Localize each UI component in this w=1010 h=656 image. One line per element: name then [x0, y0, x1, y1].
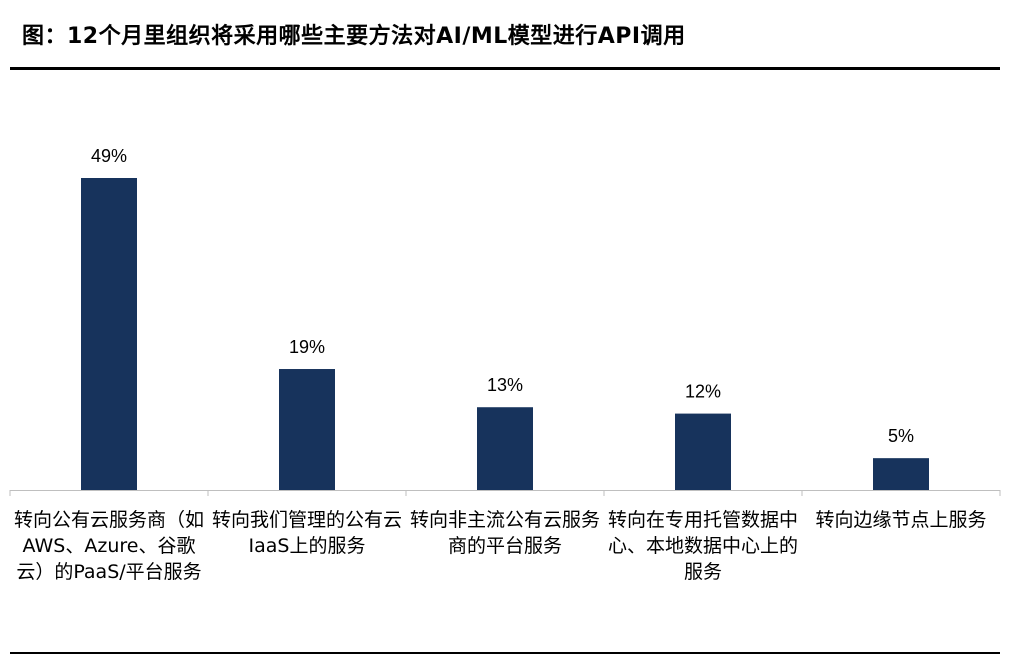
category-label: 转向边缘节点上服务 [815, 509, 987, 531]
title-divider [10, 67, 1000, 70]
bottom-divider [10, 652, 1000, 654]
bar [477, 407, 533, 490]
category-label: 转向公有云服务商（如 AWS、Azure、谷歌云）的PaaS/平台服务 [14, 509, 205, 583]
bar [279, 369, 335, 490]
bar [873, 458, 929, 490]
data-label: 49% [91, 146, 127, 166]
data-label: 13% [487, 375, 523, 395]
data-label: 5% [888, 426, 914, 446]
category-label: 转向非主流公有云服务商的平台服务 [410, 509, 601, 557]
chart-title: 图：12个月里组织将采用哪些主要方法对AI/ML模型进行API调用 [22, 24, 686, 49]
bar [81, 178, 137, 490]
category-label: 转向在专用托管数据中心、本地数据中心上的服务 [608, 509, 799, 583]
category-label: 转向我们管理的公有云IaaS上的服务 [212, 509, 403, 557]
data-label: 12% [685, 382, 721, 402]
bar [675, 413, 731, 490]
data-label: 19% [289, 337, 325, 357]
